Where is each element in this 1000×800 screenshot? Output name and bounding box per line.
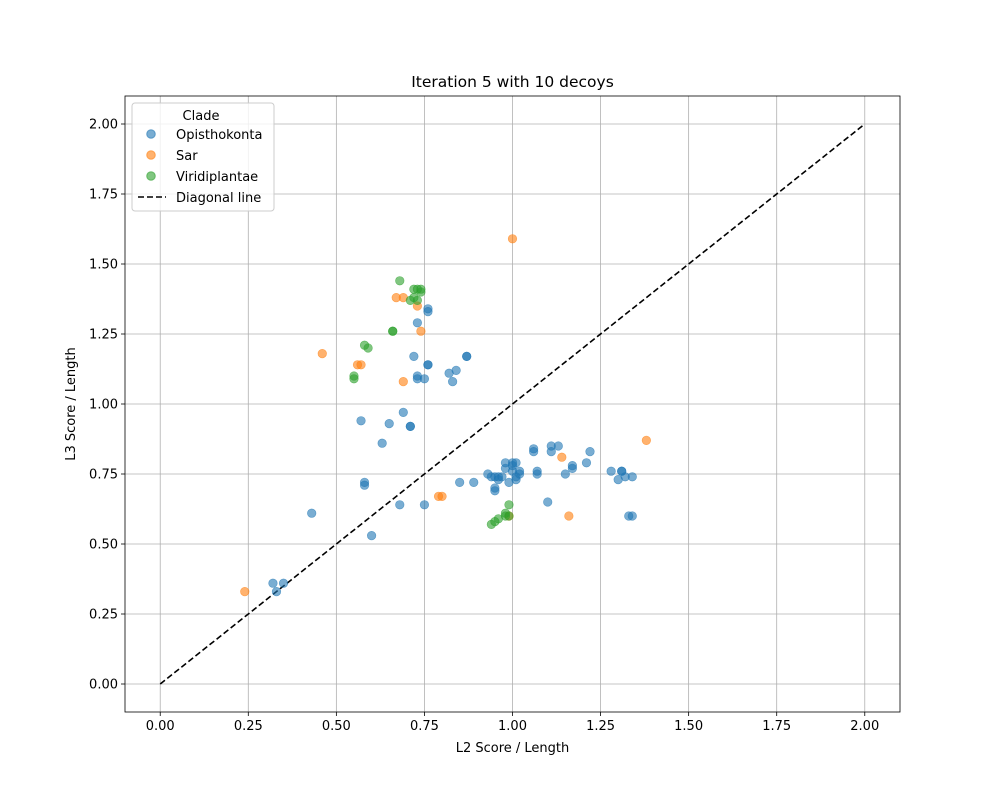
y-tick-label: 0.00 (89, 678, 118, 693)
point-opisthokonta (307, 508, 317, 518)
point-opisthokonta (359, 480, 370, 490)
point-opisthokonta (581, 458, 592, 468)
point-opisthokonta (490, 483, 500, 493)
legend-marker-viridiplantae (146, 171, 156, 181)
legend-box (131, 102, 275, 212)
point-opisthokonta (469, 477, 479, 488)
x-tick-label: 0.50 (322, 719, 351, 734)
point-sar (398, 377, 408, 387)
x-tick-label: 1.75 (762, 719, 791, 734)
legend-marker-opisthokonta (146, 129, 156, 139)
point-opisthokonta (543, 497, 553, 507)
point-opisthokonta (384, 419, 394, 429)
point-opisthokonta (278, 578, 289, 588)
point-opisthokonta (497, 472, 507, 482)
point-viridiplantae (388, 326, 398, 336)
legend-title: Clade (183, 109, 220, 124)
legend-label-viridiplantae: Viridiplantae (176, 170, 258, 185)
point-opisthokonta (398, 407, 408, 418)
point-opisthokonta (271, 586, 282, 597)
point-opisthokonta (560, 469, 570, 479)
x-tick-label: 1.00 (498, 719, 527, 734)
point-opisthokonta (532, 466, 542, 476)
legend-label-opisthokonta: Opisthokonta (176, 128, 262, 143)
x-tick-label: 2.00 (850, 719, 879, 734)
point-sar (507, 234, 518, 244)
grid (125, 96, 900, 712)
y-tick-label: 0.50 (89, 538, 118, 553)
point-sar (564, 511, 574, 521)
point-sar (356, 360, 366, 370)
legend: Clade Opisthokonta Sar Viridiplantae Diagona… (131, 102, 275, 212)
point-opisthokonta (409, 351, 419, 362)
point-opisthokonta (627, 472, 637, 482)
x-tick-label: 0.75 (410, 719, 439, 734)
x-tick-label: 1.25 (586, 719, 615, 734)
y-tick-label: 1.75 (89, 188, 118, 203)
point-opisthokonta (419, 500, 430, 510)
point-viridiplantae (363, 343, 373, 353)
point-sar (641, 435, 651, 446)
y-tick-label: 1.00 (89, 398, 118, 413)
chart-title: Iteration 5 with 10 decoys (411, 73, 614, 91)
point-viridiplantae (416, 284, 426, 294)
point-sar (437, 491, 447, 502)
point-opisthokonta (395, 500, 405, 510)
point-viridiplantae (395, 276, 405, 286)
point-opisthokonta (268, 578, 278, 588)
point-opisthokonta (356, 416, 366, 426)
point-viridiplantae (504, 511, 514, 521)
x-tick-label: 0.25 (234, 719, 263, 734)
point-viridiplantae (349, 371, 359, 381)
point-opisthokonta (405, 421, 415, 432)
point-sar (557, 452, 567, 462)
y-tick-label: 0.25 (89, 608, 118, 623)
point-opisthokonta (529, 444, 539, 454)
legend-label-sar: Sar (176, 149, 198, 164)
point-opisthokonta (423, 307, 433, 317)
point-viridiplantae (412, 295, 422, 306)
y-tick-label: 1.25 (89, 328, 118, 343)
point-opisthokonta (455, 477, 465, 488)
point-opisthokonta (606, 466, 616, 476)
point-opisthokonta (585, 447, 595, 457)
legend-marker-sar (146, 150, 156, 160)
point-opisthokonta (366, 530, 377, 541)
point-opisthokonta (511, 458, 521, 468)
point-sar (240, 586, 250, 597)
point-opisthokonta (419, 374, 430, 384)
data-points (240, 234, 651, 597)
point-opisthokonta (412, 318, 422, 328)
y-tick-label: 2.00 (89, 118, 118, 133)
x-axis-label: L2 Score / Length (456, 741, 570, 756)
point-opisthokonta (423, 360, 433, 370)
point-opisthokonta (377, 438, 387, 448)
point-opisthokonta (627, 511, 637, 521)
point-opisthokonta (567, 461, 577, 471)
y-axis-label: L3 Score / Length (64, 347, 79, 461)
point-opisthokonta (462, 351, 472, 362)
point-opisthokonta (448, 377, 458, 387)
point-opisthokonta (514, 466, 525, 476)
point-sar (416, 326, 426, 336)
y-tick-label: 1.50 (89, 258, 118, 273)
legend-label-diagonal-line: Diagonal line (176, 191, 261, 206)
point-viridiplantae (504, 500, 514, 510)
point-sar (317, 349, 327, 359)
point-opisthokonta (451, 365, 461, 376)
point-opisthokonta (553, 441, 563, 451)
y-tick-label: 0.75 (89, 468, 118, 483)
x-tick-label: 1.50 (674, 719, 703, 734)
x-tick-label: 0.00 (146, 719, 175, 734)
axis-ticks: 0.00 0.25 0.50 0.75 1.00 1.25 1.50 1.75 2.00 0.00… (89, 118, 879, 735)
